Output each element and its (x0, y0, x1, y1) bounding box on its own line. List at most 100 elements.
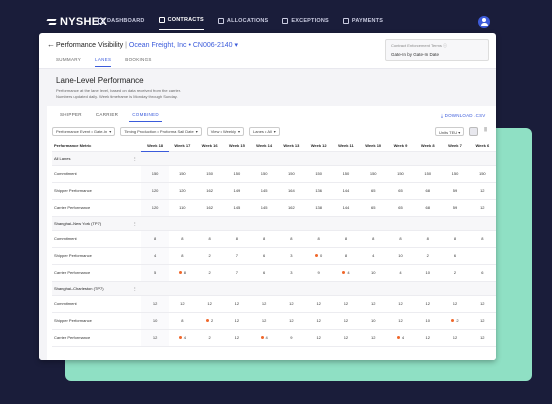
cell-value: 2 (453, 270, 457, 275)
tab-shipper[interactable]: SHIPPER (60, 112, 82, 117)
download-csv-button[interactable]: ⤓ DOWNLOAD .CSV (441, 113, 486, 118)
table-cell: 12 (305, 295, 333, 313)
table-cell: 8 (277, 230, 306, 248)
table-cell: 150 (141, 165, 169, 183)
week-column-header[interactable]: Week 6 (468, 141, 496, 152)
contract-id[interactable]: CN006-2140 (192, 42, 233, 49)
contract-dropdown-icon[interactable]: ▾ (234, 42, 239, 49)
cell-value: 162 (206, 205, 213, 210)
cell-value: 2 (456, 318, 459, 323)
cell-value: 10 (370, 270, 376, 275)
week-column-header[interactable]: Week 13 (277, 141, 306, 152)
tab-carrier[interactable]: CARRIER (95, 112, 119, 117)
cell-value: 59 (452, 188, 458, 193)
table-cell: 4 (386, 329, 415, 347)
group-row-cell (414, 151, 442, 166)
metric-column-header[interactable]: Performance Metric (52, 141, 129, 152)
cell-value: 4 (153, 253, 157, 258)
alert-icon (282, 17, 289, 24)
tab-summary[interactable]: SUMMARY (56, 57, 82, 62)
cell-value: 150 (451, 171, 459, 176)
nav-item-allocations[interactable]: ALLOCATIONS (217, 17, 269, 30)
tab-bookings[interactable]: BOOKINGS (125, 57, 152, 62)
week-column-header[interactable]: Week 8 (414, 141, 442, 152)
cell-value: 8 (344, 236, 348, 241)
week-column-header[interactable]: Week 7 (441, 141, 469, 152)
units-selector[interactable]: Units TEU ▾ (435, 127, 465, 136)
nyshex-logo-icon (47, 18, 57, 26)
filter-dropdown[interactable]: Performance Event • Gate-In ▾ (52, 127, 116, 136)
chevron-down-icon: ▾ (238, 129, 241, 134)
cell-value: 150 (315, 171, 322, 176)
table-cell: 150 (359, 165, 387, 183)
customer-name[interactable]: Ocean Freight, Inc (128, 42, 187, 49)
nav-item-contracts[interactable]: CONTRACTS (158, 17, 204, 30)
table-cell: 8 (141, 230, 169, 248)
cell-value: 8 (181, 318, 184, 323)
cell-value: 150 (342, 171, 350, 176)
cell-value: 12 (452, 335, 458, 340)
section-desc-line2: Numbers updated daily. Week timeframe is… (56, 94, 178, 99)
table-cell: 12 (141, 329, 169, 347)
group-row-cell (386, 151, 415, 166)
cell-value: 150 (478, 171, 486, 176)
cell-value: 12 (343, 301, 349, 306)
kebab-menu-icon[interactable]: ⋮ (128, 151, 142, 166)
table-cell: 12 (386, 295, 415, 313)
cell-value: 10 (425, 318, 430, 323)
group-row-cell (223, 281, 251, 296)
table-cell: 2 (195, 247, 224, 265)
filter-dropdown[interactable]: View • Weekly ▾ (206, 127, 245, 136)
filter-dropdown[interactable]: Timing Production • Proforma Sail Date ▾ (120, 127, 202, 136)
cell-value: 65 (370, 188, 376, 193)
cell-value: 8 (344, 253, 348, 258)
main-panel: ← Performance Visibility | Ocean Freight… (39, 33, 496, 360)
cell-value: 8 (317, 236, 320, 241)
cell-value: 120 (178, 188, 186, 193)
nav-item-exceptions[interactable]: EXCEPTIONS (282, 17, 329, 30)
week-column-header[interactable]: Week 17 (168, 141, 196, 152)
week-column-header[interactable]: Week 18 (141, 141, 169, 152)
table-cell: 144 (332, 199, 360, 217)
table-cell: 8 (359, 230, 387, 248)
row-metric-label: Carrier Performance (52, 329, 129, 347)
week-column-header[interactable]: Week 12 (305, 141, 333, 152)
tab-combined[interactable]: COMBINED (129, 112, 162, 122)
nav-item-payments[interactable]: PAYMENTS (342, 17, 383, 30)
table-cell: 12 (250, 312, 278, 330)
cell-value: 150 (369, 171, 377, 176)
week-column-header[interactable]: Week 16 (195, 141, 224, 152)
table-cell: 68 (414, 182, 442, 200)
chevron-down-icon: ▾ (195, 129, 198, 134)
week-column-header[interactable]: Week 10 (359, 141, 387, 152)
table-cell: 2 (195, 329, 224, 347)
table-cell: 136 (305, 182, 333, 200)
table-cell: 150 (250, 165, 278, 183)
table-view-icon[interactable] (469, 127, 478, 136)
week-column-header[interactable]: Week 9 (386, 141, 415, 152)
group-row-cell (223, 216, 251, 231)
group-row-cell (250, 281, 278, 296)
table-cell: 2 (195, 312, 224, 330)
enforcement-label: Contract Enforcement Terms (391, 43, 442, 48)
cell-value: 162 (288, 205, 295, 210)
info-icon[interactable]: ⓘ (442, 43, 447, 48)
week-column-header[interactable]: Week 15 (223, 141, 251, 152)
chart-view-icon[interactable]: ⫼ (484, 127, 487, 133)
back-arrow-icon[interactable]: ← (47, 40, 55, 49)
nav-item-dashboard[interactable]: DASHBOARD (98, 17, 145, 30)
week-column-header[interactable]: Week 11 (332, 141, 360, 152)
week-column-header[interactable]: Week 14 (250, 141, 278, 152)
table-cell: 12 (277, 312, 306, 330)
tab-lanes[interactable]: LANES (95, 57, 112, 67)
table-cell: 149 (223, 182, 251, 200)
table-cell: 8 (468, 230, 496, 248)
filter-dropdown[interactable]: Lanes • All ▾ (249, 127, 280, 136)
kebab-menu-icon[interactable]: ⋮ (128, 281, 142, 296)
performance-card: SHIPPER CARRIER COMBINED ⤓ DOWNLOAD .CSV P… (47, 106, 496, 360)
table-cell: 12 (332, 295, 360, 313)
brand-logo[interactable]: NYSHEX (47, 16, 107, 28)
user-avatar[interactable] (478, 16, 490, 28)
kebab-menu-icon[interactable]: ⋮ (128, 216, 142, 231)
row-spacer (128, 182, 142, 200)
